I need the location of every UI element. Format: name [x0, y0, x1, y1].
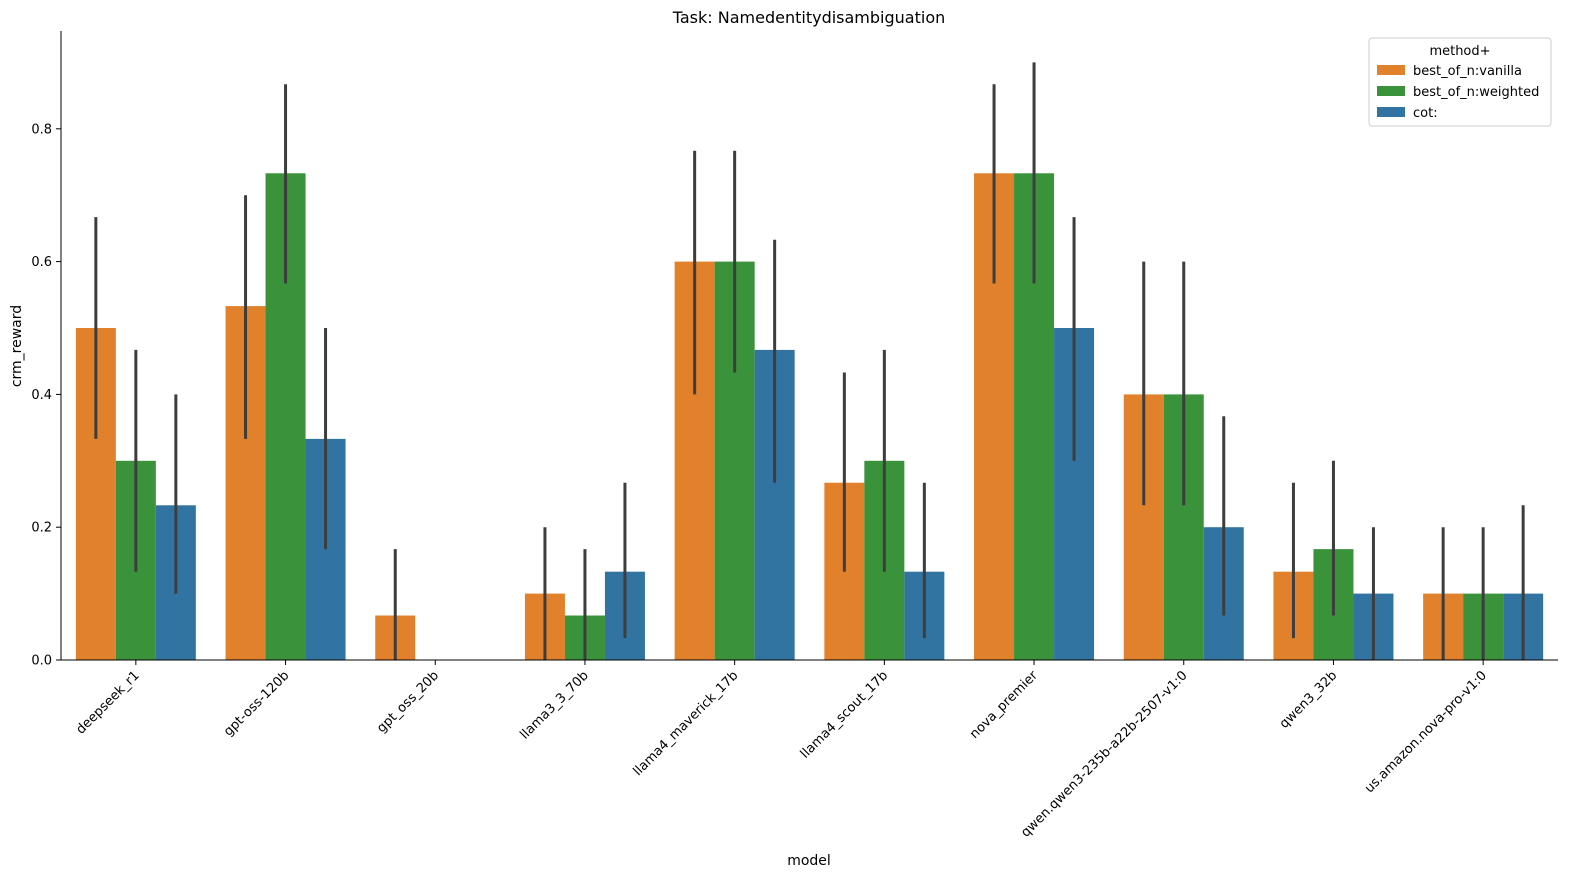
x-tick-label: gpt_oss_20b: [374, 668, 442, 736]
y-tick-label: 0.2: [31, 521, 52, 536]
legend-label-3: cot:: [1413, 106, 1438, 121]
y-axis-title: crm_reward: [9, 305, 25, 387]
y-tick-label: 0.8: [31, 122, 52, 137]
y-tick-label: 0.6: [31, 255, 52, 270]
x-tick-label: qwen.qwen3-235b-a22b-2507-v1:0: [1018, 668, 1190, 840]
x-tick-label: qwen3_32b: [1277, 668, 1340, 731]
x-tick-label: llama3_3_70b: [517, 668, 591, 742]
y-tick-label: 0.4: [31, 388, 52, 403]
x-tick-label: gpt-oss-120b: [221, 668, 292, 739]
y-tick-label: 0.0: [31, 654, 52, 669]
legend-title: method+: [1429, 44, 1490, 59]
bars-layer: [75, 173, 1544, 660]
x-tick-label: llama4_maverick_17b: [631, 668, 742, 779]
x-tick-label: nova_premier: [967, 668, 1041, 742]
legend-swatch-2: [1377, 86, 1405, 96]
x-tick-label: deepseek_r1: [73, 668, 142, 737]
x-tick-label: us.amazon.nova-pro-v1:0: [1362, 668, 1490, 796]
legend-swatch-1: [1377, 65, 1405, 75]
legend: method+ best_of_n:vanilla best_of_n:weight…: [1368, 37, 1552, 127]
error-bars-layer: [94, 62, 1525, 660]
legend-box: [1368, 37, 1552, 127]
x-axis-title: model: [787, 853, 831, 869]
legend-label-1: best_of_n:vanilla: [1413, 64, 1522, 79]
legend-label-2: best_of_n:weighted: [1413, 85, 1539, 100]
x-tick-label: llama4_scout_17b: [798, 668, 891, 761]
chart-title: Task: Namedentitydisambiguation: [672, 8, 946, 27]
legend-swatch-3: [1377, 107, 1405, 117]
